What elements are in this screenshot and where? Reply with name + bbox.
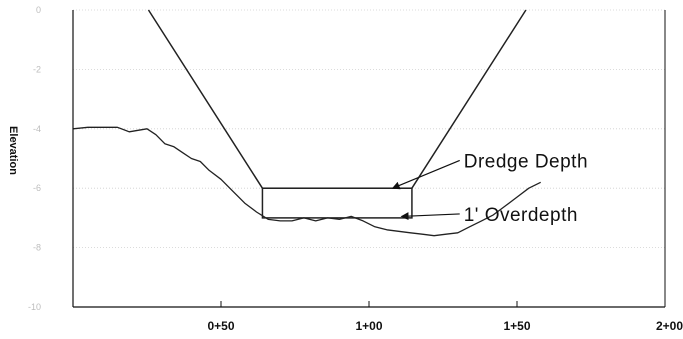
annotations: Dredge Depth 1' Overdepth bbox=[391, 151, 588, 226]
x-tick-label: 0+50 bbox=[207, 319, 234, 333]
x-tick-label: 1+50 bbox=[503, 319, 530, 333]
existing-bottom-profile-line bbox=[72, 126, 541, 237]
annotation-arrow bbox=[391, 159, 460, 190]
y-tick-label: -10 bbox=[28, 302, 41, 312]
annotation-label: Dredge Depth bbox=[464, 151, 588, 172]
y-tick-label: -2 bbox=[33, 64, 41, 74]
series bbox=[72, 9, 541, 237]
y-tick-labels: 0 -2 -4 -6 -8 -10 bbox=[28, 5, 41, 312]
overdepth-box bbox=[261, 187, 413, 219]
y-tick-label: -6 bbox=[33, 183, 41, 193]
y-axis-label: Elevation bbox=[7, 126, 19, 175]
x-tick-labels: 0+50 1+00 1+50 2+00 bbox=[207, 301, 683, 333]
annotation-label: 1' Overdepth bbox=[464, 205, 578, 226]
x-tick-label: 1+00 bbox=[355, 319, 382, 333]
y-tick-label: 0 bbox=[36, 5, 41, 15]
y-tick-label: -8 bbox=[33, 243, 41, 253]
annotation-arrow bbox=[400, 212, 460, 221]
y-tick-label: -4 bbox=[33, 124, 41, 134]
x-tick-label: 2+00 bbox=[656, 319, 683, 333]
